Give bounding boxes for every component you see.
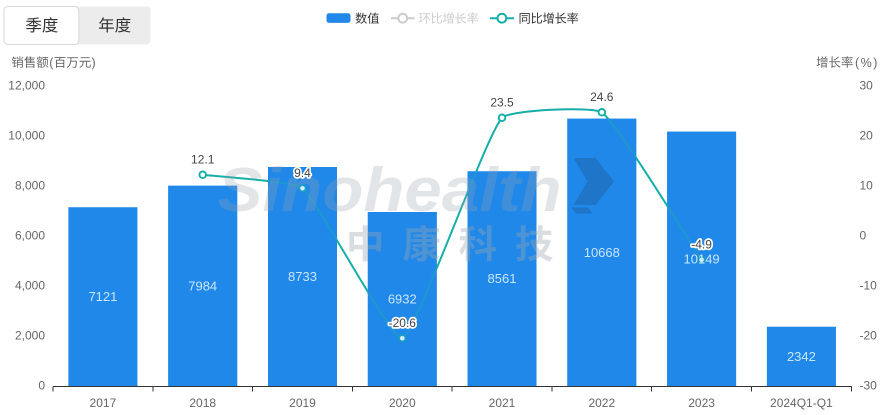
svg-text:12.1: 12.1	[191, 152, 215, 166]
svg-text:10: 10	[860, 179, 874, 193]
svg-text:8,000: 8,000	[15, 179, 45, 193]
svg-text:2021: 2021	[489, 396, 516, 410]
svg-text:2022: 2022	[588, 396, 615, 410]
svg-text:8561: 8561	[488, 271, 517, 286]
svg-text:-4.9: -4.9	[691, 237, 712, 251]
svg-text:(: (	[49, 56, 54, 70]
svg-text:0: 0	[38, 379, 45, 393]
svg-text:-10: -10	[860, 279, 878, 293]
svg-text:20: 20	[860, 129, 874, 143]
svg-text:7984: 7984	[188, 279, 217, 294]
svg-text:2019: 2019	[289, 396, 316, 410]
svg-text:2,000: 2,000	[15, 329, 45, 343]
svg-text:23.5: 23.5	[490, 95, 514, 109]
svg-text:7121: 7121	[88, 289, 117, 304]
svg-text:4,000: 4,000	[15, 279, 45, 293]
svg-text:-20: -20	[860, 329, 878, 343]
svg-text:9.4: 9.4	[294, 166, 311, 180]
svg-text:6932: 6932	[388, 292, 417, 307]
svg-text:10668: 10668	[584, 245, 620, 260]
svg-text:(%): (%)	[855, 56, 879, 70]
svg-text:10149: 10149	[684, 251, 720, 266]
svg-text:2023: 2023	[688, 396, 715, 410]
svg-text:24.6: 24.6	[590, 90, 614, 104]
svg-text:2342: 2342	[787, 349, 816, 364]
svg-text:Sinohealth: Sinohealth	[218, 156, 562, 225]
svg-text:6,000: 6,000	[15, 229, 45, 243]
svg-text:2017: 2017	[90, 396, 117, 410]
svg-text:-20.6: -20.6	[389, 316, 417, 330]
svg-text:2020: 2020	[389, 396, 416, 410]
svg-text:2018: 2018	[189, 396, 216, 410]
svg-text:): )	[92, 56, 96, 70]
svg-text:30: 30	[860, 79, 874, 93]
svg-text:8733: 8733	[288, 269, 317, 284]
svg-text:-30: -30	[860, 379, 878, 393]
svg-text:2024Q1-Q1: 2024Q1-Q1	[770, 396, 833, 410]
svg-text:0: 0	[860, 229, 867, 243]
svg-text:10,000: 10,000	[8, 129, 45, 143]
svg-text:12,000: 12,000	[8, 79, 45, 93]
